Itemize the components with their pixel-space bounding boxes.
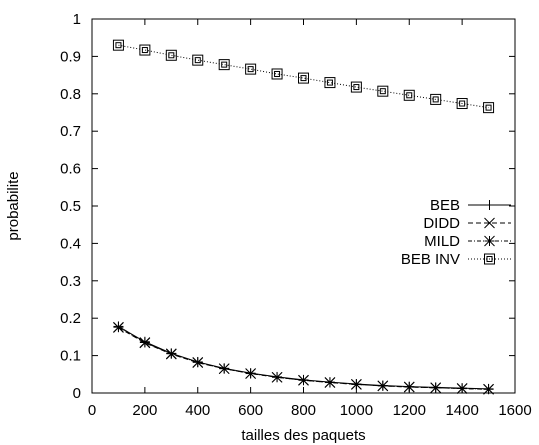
data-point (192, 54, 204, 66)
x-tick-label: 1600 (498, 402, 531, 419)
data-point (298, 72, 309, 84)
data-point (298, 374, 309, 386)
data-point (324, 377, 336, 388)
legend-marker (484, 200, 495, 210)
legend-marker (484, 235, 495, 247)
data-point (218, 59, 230, 71)
legend-label: DIDD (423, 215, 460, 232)
data-point (483, 102, 495, 114)
y-tick-label: 1 (73, 11, 81, 28)
series-beb-inv (112, 39, 495, 114)
data-point (245, 368, 256, 379)
legend-entry: BEB INV (401, 251, 511, 268)
data-point (403, 381, 415, 393)
y-tick-label: 0.5 (60, 198, 81, 215)
legend-label: BEB INV (401, 251, 460, 268)
data-point (456, 98, 468, 110)
x-tick-label: 1400 (445, 402, 478, 419)
data-point (271, 68, 283, 80)
plot-series (112, 39, 495, 395)
plot-frame (91, 18, 516, 394)
data-point (377, 85, 389, 97)
data-point (165, 49, 177, 61)
series-mild (113, 321, 494, 395)
x-tick-label: 800 (291, 402, 316, 419)
data-point (139, 44, 151, 56)
data-point (112, 39, 124, 51)
legend-label: BEB (430, 197, 460, 214)
axis-ticks: 0 200 400 600 800 1000 1200 1400 1600 0 0.1 0.2 0.3 0… (60, 11, 532, 419)
x-axis-label: tailles des paquets (241, 427, 365, 444)
data-point (218, 363, 230, 375)
legend-label: MILD (424, 233, 460, 250)
x-tick-label: 400 (185, 402, 210, 419)
series-line (118, 44, 489, 109)
legend-entry: BEB (430, 197, 511, 214)
y-tick-label: 0 (73, 385, 81, 402)
legend-marker (484, 253, 495, 265)
data-point (377, 380, 389, 392)
y-tick-label: 0.7 (60, 123, 81, 140)
x-tick-label: 600 (238, 402, 263, 419)
y-tick-label: 0.6 (60, 161, 81, 178)
y-axis-label: probabilite (5, 171, 22, 240)
data-point (245, 63, 257, 75)
legend-entry: DIDD (423, 215, 511, 232)
data-point (165, 348, 177, 360)
data-point (430, 93, 442, 105)
data-point (403, 89, 415, 101)
y-tick-label: 0.9 (60, 48, 81, 65)
data-point (456, 383, 468, 394)
data-point (351, 379, 362, 390)
data-point (139, 337, 151, 348)
data-point (350, 81, 362, 93)
x-tick-label: 200 (132, 402, 157, 419)
legend-entry: MILD (424, 233, 511, 250)
y-tick-label: 0.8 (60, 86, 81, 103)
data-point (192, 356, 204, 368)
y-tick-label: 0.2 (60, 310, 81, 327)
legend-marker (484, 217, 495, 229)
data-point (324, 77, 336, 89)
y-tick-label: 0.1 (60, 348, 81, 365)
data-point (271, 371, 283, 383)
series-line (118, 326, 489, 390)
x-tick-label: 1200 (393, 402, 426, 419)
x-tick-label: 1000 (340, 402, 373, 419)
data-point (430, 382, 442, 394)
y-tick-label: 0.4 (60, 235, 81, 252)
y-tick-label: 0.3 (60, 273, 81, 290)
data-point (113, 321, 124, 333)
x-tick-label: 0 (88, 402, 96, 419)
